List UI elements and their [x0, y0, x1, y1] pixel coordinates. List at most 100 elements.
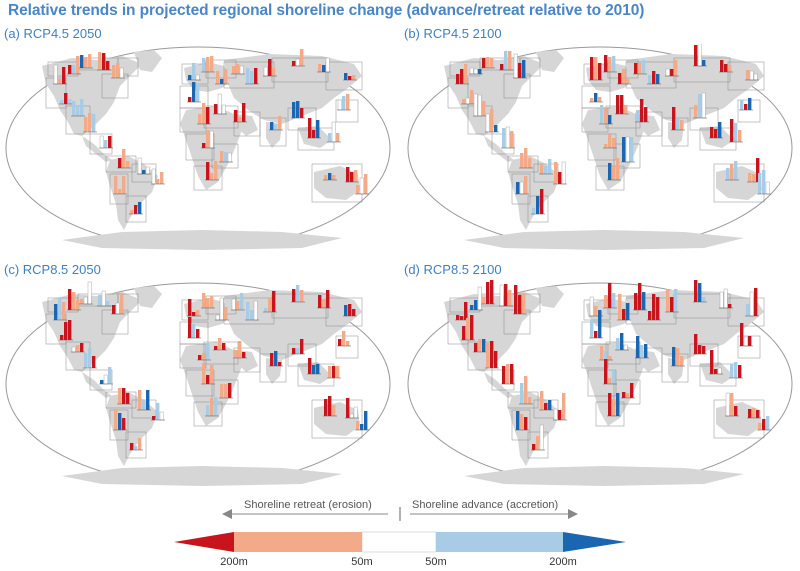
- region-bar: [456, 315, 460, 320]
- region-bar: [548, 400, 552, 410]
- region-bar: [478, 339, 482, 352]
- region-outline: [211, 379, 239, 405]
- region-outline: [131, 163, 157, 183]
- region-bar: [106, 301, 110, 306]
- region-bar: [278, 116, 282, 130]
- region-bar: [119, 67, 124, 79]
- region-bar: [198, 114, 202, 124]
- region-bar: [68, 65, 72, 74]
- region-bar: [604, 108, 608, 124]
- region-bar-group: [205, 161, 219, 181]
- region-bar-group: [233, 103, 247, 123]
- region-bar-group: [725, 161, 739, 181]
- region-bar-group: [531, 189, 545, 215]
- region-bar: [202, 58, 206, 72]
- region-bar: [206, 298, 210, 308]
- region-bar-group: [539, 159, 553, 175]
- region-bar-group: [151, 168, 165, 185]
- region-bar: [544, 166, 548, 174]
- region-bar: [232, 66, 236, 74]
- region-bar: [513, 53, 518, 79]
- region-bar: [728, 65, 732, 72]
- region-bar: [72, 292, 76, 310]
- region-bar: [622, 69, 626, 84]
- region-bar-group: [481, 57, 495, 69]
- region-bar: [518, 295, 522, 314]
- region-bar-group: [111, 293, 125, 315]
- region-bar: [640, 99, 644, 122]
- region-bar-group: [469, 67, 483, 75]
- region-bar: [108, 136, 112, 148]
- region-bar: [748, 336, 752, 346]
- region-outline: [311, 399, 363, 439]
- region-bar-group: [219, 383, 233, 399]
- region-bar-group: [635, 99, 649, 123]
- region-bar-group: [215, 297, 229, 321]
- region-bar: [270, 122, 274, 130]
- region-bar-group: [59, 93, 73, 105]
- tick-200m-advance: 200m: [549, 556, 577, 568]
- region-bar: [328, 133, 332, 142]
- region-bar-group: [233, 341, 247, 359]
- region-bar: [156, 403, 160, 420]
- region-bar: [490, 341, 494, 368]
- region-bar-group: [647, 294, 661, 321]
- region-bar: [224, 307, 228, 320]
- region-bar-group: [519, 148, 533, 169]
- region-bar: [268, 298, 272, 312]
- region-outline: [511, 173, 531, 205]
- region-bar: [522, 60, 526, 78]
- region-bar: [608, 133, 612, 148]
- region-bar: [616, 158, 620, 180]
- region-bar-group: [531, 424, 545, 451]
- region-bar: [76, 106, 80, 116]
- region-bar-group: [589, 57, 603, 81]
- region-bar: [717, 367, 722, 375]
- region-bar: [268, 59, 272, 76]
- region-bar: [738, 130, 742, 142]
- region-bar: [92, 114, 96, 132]
- region-bar: [338, 339, 342, 346]
- region-bar-group: [187, 299, 201, 317]
- region-bar: [332, 405, 336, 416]
- map-panel-a: [5, 46, 391, 250]
- region-bar: [698, 283, 702, 302]
- region-bar: [99, 135, 104, 149]
- region-bar: [206, 107, 210, 124]
- region-bar: [331, 121, 336, 143]
- region-bar: [142, 170, 146, 174]
- region-bar: [76, 345, 80, 352]
- region-bar-group: [201, 293, 215, 309]
- region-bar: [604, 351, 608, 360]
- region-bar-group: [603, 133, 617, 149]
- region-bar: [508, 51, 512, 70]
- region-bar-group: [589, 93, 603, 103]
- region-bar-group: [513, 285, 527, 315]
- land-south-america: [508, 156, 560, 230]
- region-bar-group: [245, 68, 259, 85]
- region-bar: [665, 68, 670, 77]
- region-bar: [734, 362, 738, 378]
- region-bar: [473, 93, 478, 117]
- land-central-america: [82, 136, 112, 162]
- region-bar-group: [327, 121, 341, 143]
- region-outline: [533, 399, 559, 419]
- land-greenland: [134, 286, 162, 308]
- region-bar: [296, 101, 300, 118]
- land-south-america: [106, 392, 158, 466]
- region-bar: [636, 336, 640, 358]
- region-bar: [520, 383, 524, 404]
- region-bar: [600, 105, 604, 124]
- region-bar: [130, 443, 134, 450]
- region-bar: [138, 390, 142, 410]
- region-bar: [532, 208, 536, 214]
- region-bar-group: [615, 333, 629, 351]
- region-bar-group: [231, 293, 245, 311]
- region-bar: [674, 60, 678, 76]
- region-bar: [253, 300, 258, 321]
- region-bar: [765, 181, 770, 195]
- region-bar: [122, 176, 126, 194]
- region-bar: [558, 172, 562, 184]
- region-bar-group: [99, 367, 113, 385]
- region-bar: [160, 172, 164, 184]
